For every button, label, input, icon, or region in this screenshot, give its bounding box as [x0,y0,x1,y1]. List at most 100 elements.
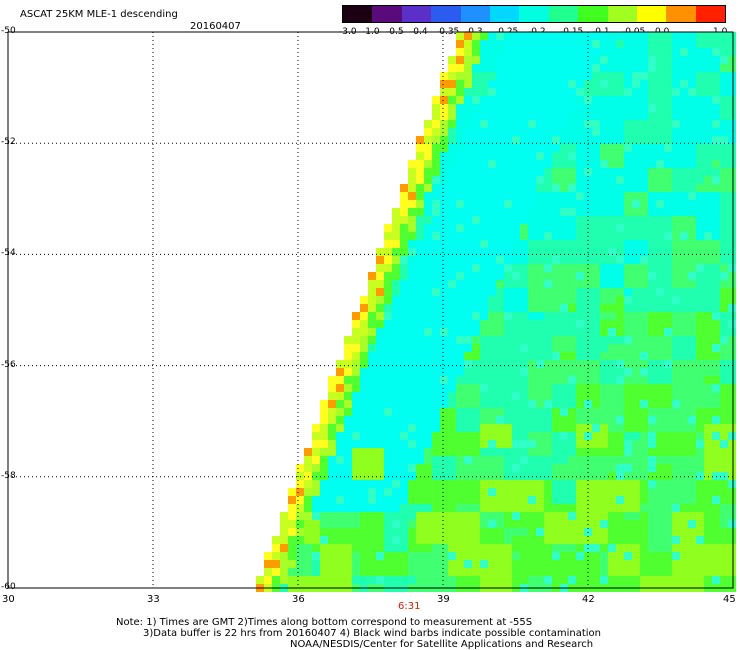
swath-cell [624,96,632,104]
swath-cell [448,256,456,264]
swath-cell [616,560,624,568]
swath-cell [536,224,544,232]
swath-cell [520,464,528,472]
swath-cell [672,576,680,584]
swath-cell [496,40,504,48]
swath-cell [488,88,496,96]
swath-cell [616,424,624,432]
swath-cell [576,192,584,200]
swath-cell [536,136,544,144]
swath-cell [496,232,504,240]
swath-cell [480,544,488,552]
swath-cell [544,32,552,40]
swath-cell [432,128,440,136]
swath-cell [544,208,552,216]
swath-cell [520,496,528,504]
swath-cell [544,120,552,128]
swath-cell [656,320,664,328]
swath-cell [448,280,456,288]
swath-cell [632,520,640,528]
swath-cell [536,560,544,568]
swath-cell [592,328,600,336]
swath-cell [360,472,368,480]
swath-cell [560,216,568,224]
swath-cell [408,320,416,328]
swath-cell [616,272,624,280]
swath-cell [440,352,448,360]
swath-cell [672,432,680,440]
swath-cell [696,144,704,152]
swath-cell [456,176,464,184]
colorbar-segment [343,6,373,22]
swath-cell [544,376,552,384]
swath-cell [384,280,392,288]
swath-cell [464,112,472,120]
swath-cell [376,360,384,368]
swath-cell [720,240,728,248]
swath-cell [616,312,624,320]
swath-cell [648,176,656,184]
swath-cell [344,384,352,392]
swath-cell [456,272,464,280]
swath-cell [720,408,728,416]
swath-cell [600,192,608,200]
swath-cell [352,432,360,440]
swath-cell [320,432,328,440]
swath-cell [472,208,480,216]
swath-cell [368,296,376,304]
swath-cell [496,136,504,144]
swath-cell [680,336,688,344]
swath-cell [616,344,624,352]
swath-cell [440,328,448,336]
swath-cell [592,192,600,200]
swath-cell [352,488,360,496]
swath-cell [456,520,464,528]
swath-cell [712,184,720,192]
swath-cell [640,200,648,208]
swath-cell [336,392,344,400]
swath-cell [376,416,384,424]
swath-cell [488,552,496,560]
swath-cell [600,576,608,584]
swath-cell [704,536,712,544]
swath-cell [528,176,536,184]
swath-cell [560,384,568,392]
swath-cell [624,240,632,248]
swath-cell [472,64,480,72]
swath-cell [312,424,320,432]
swath-cell [560,224,568,232]
swath-cell [688,424,696,432]
swath-cell [424,224,432,232]
swath-cell [464,192,472,200]
swath-cell [672,96,680,104]
swath-cell [408,520,416,528]
swath-cell [576,128,584,136]
swath-cell [640,504,648,512]
swath-cell [312,520,320,528]
swath-cell [608,248,616,256]
swath-cell [688,264,696,272]
swath-cell [536,40,544,48]
swath-cell [576,112,584,120]
swath-cell [392,384,400,392]
swath-cell [408,272,416,280]
swath-cell [480,312,488,320]
swath-cell [504,568,512,576]
swath-cell [536,120,544,128]
swath-cell [312,472,320,480]
swath-cell [696,504,704,512]
swath-cell [448,568,456,576]
swath-cell [648,408,656,416]
swath-cell [616,120,624,128]
swath-cell [712,296,720,304]
swath-cell [680,544,688,552]
swath-cell [720,104,728,112]
swath-cell [480,208,488,216]
swath-cell [688,208,696,216]
swath-cell [712,312,720,320]
swath-cell [712,336,720,344]
swath-cell [424,432,432,440]
swath-cell [376,264,384,272]
swath-cell [496,480,504,488]
swath-cell [424,312,432,320]
